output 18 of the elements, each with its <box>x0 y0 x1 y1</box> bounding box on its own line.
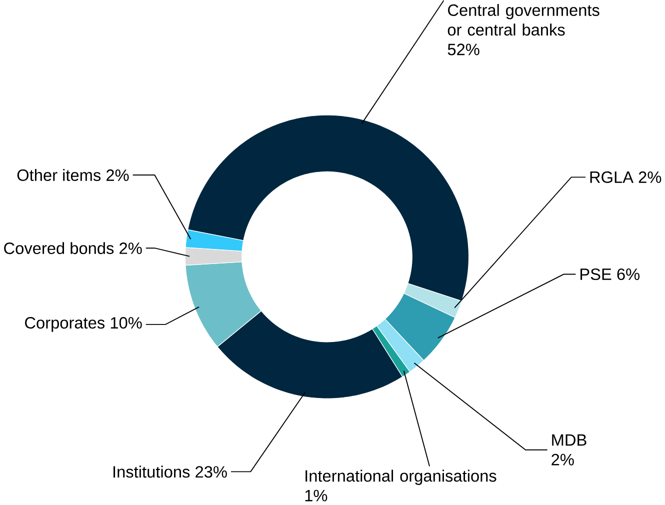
data-label: 2% <box>120 242 142 254</box>
data-label: 23% <box>196 466 227 478</box>
slice-label: RGLA <box>590 172 634 184</box>
data-label: 2% <box>552 454 574 466</box>
data-label: 2% <box>106 170 129 182</box>
slice-label: PSE <box>580 268 612 280</box>
slice-label: MDB <box>552 434 586 446</box>
slice-label: Other items <box>17 169 101 182</box>
slice-label: Corporates <box>25 317 105 332</box>
data-label: 2% <box>638 172 662 184</box>
data-label: 6% <box>617 268 640 280</box>
slice-label: Covered bonds <box>4 242 114 254</box>
slice-label: Central governments or central banks <box>448 4 600 36</box>
slice-label: International organisations <box>306 470 496 486</box>
data-label: 10% <box>110 317 142 329</box>
data-label: 1% <box>305 490 328 502</box>
slice-label: Institutions <box>114 466 190 478</box>
data-label: 52% <box>448 44 480 56</box>
